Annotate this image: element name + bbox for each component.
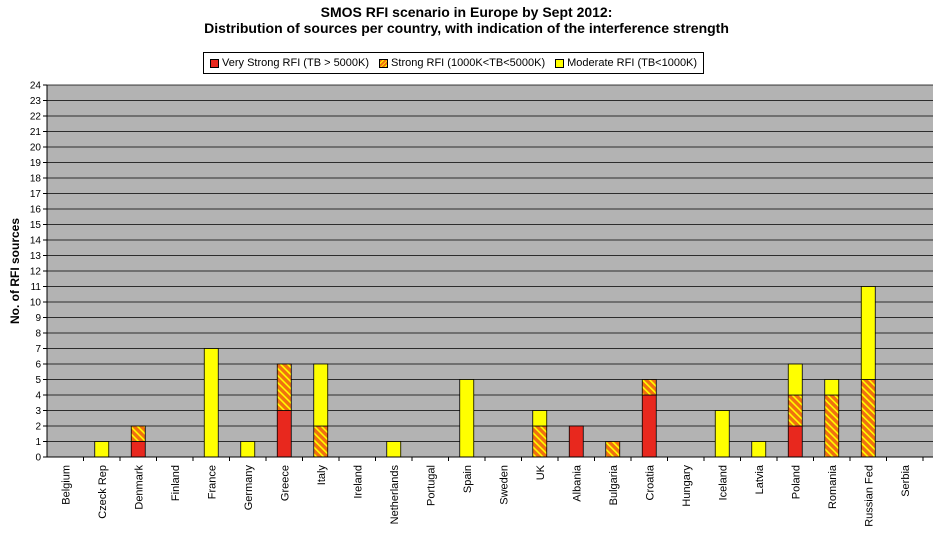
y-tick-label: 13: [30, 251, 42, 262]
bar-segment-moderate: [824, 379, 840, 396]
gridlines: [47, 84, 933, 458]
subtitle: Distribution of sources per country, wit…: [204, 20, 729, 36]
y-tick-label: 21: [30, 127, 42, 138]
bar-segment-moderate: [860, 286, 876, 380]
bar-segment-moderate: [386, 441, 402, 458]
bar-segment-very-strong: [276, 410, 292, 458]
x-tick-label: Sweden: [498, 465, 510, 505]
bar-segment-strong: [641, 379, 657, 396]
x-tick-label: Czeck Rep: [97, 465, 109, 519]
x-tick-label: Belgium: [60, 465, 72, 505]
y-tick-label: 14: [30, 236, 42, 247]
y-tick-label: 2: [35, 422, 41, 433]
y-tick-label: 15: [30, 220, 42, 231]
y-tick-label: 16: [30, 205, 42, 216]
bar-segment-moderate: [240, 441, 256, 458]
x-tick-label: Croatia: [644, 464, 656, 500]
bar-segment-moderate: [459, 379, 475, 458]
y-tick-label: 18: [30, 174, 42, 185]
bar-segment-very-strong: [641, 394, 657, 458]
chart-title: SMOS RFI scenario in Europe by Sept 2012…: [0, 4, 933, 36]
x-tick-label: Albania: [571, 464, 583, 502]
y-tick-label: 0: [35, 453, 41, 464]
legend-item-strong: Strong RFI (1000K<TB<5000K): [379, 57, 545, 69]
bar-segment-strong: [276, 363, 292, 411]
bar-segment-strong: [824, 394, 840, 458]
y-tick-label: 17: [30, 189, 42, 200]
bar-segment-moderate: [313, 363, 329, 427]
bar-segment-strong: [532, 425, 548, 458]
bar-segment-moderate: [203, 348, 219, 458]
x-tick-label: Latvia: [754, 464, 766, 494]
legend-item-very-strong: Very Strong RFI (TB > 5000K): [210, 57, 369, 69]
y-tick-label: 8: [35, 329, 41, 340]
x-tick-label: Denmark: [133, 465, 145, 510]
x-tick-label: France: [206, 465, 218, 499]
bar-segment-very-strong: [568, 425, 584, 458]
legend-swatch-very-strong: [210, 58, 219, 68]
x-tick-label: Bulgaria: [608, 464, 620, 505]
y-tick-label: 11: [31, 282, 42, 293]
legend-item-moderate: Moderate RFI (TB<1000K): [555, 57, 697, 69]
bar-segment-moderate: [751, 441, 767, 458]
y-tick-label: 20: [30, 143, 42, 154]
y-tick-label: 24: [30, 81, 42, 92]
bar-segment-very-strong: [130, 441, 146, 458]
bar-segment-strong: [605, 441, 621, 458]
x-tick-label: Greece: [279, 465, 291, 501]
y-tick-label: 9: [35, 313, 41, 324]
bar-segment-strong: [860, 379, 876, 458]
bar-segment-strong: [787, 394, 803, 427]
bar-segment-moderate: [787, 363, 803, 396]
legend-swatch-strong: [379, 58, 389, 68]
x-tick-label: Ireland: [352, 465, 364, 499]
x-tick-label: Portugal: [425, 465, 437, 506]
y-tick-label: 23: [30, 96, 42, 107]
bar-segment-very-strong: [787, 425, 803, 458]
x-tick-label: Serbia: [900, 464, 912, 497]
y-tick-label: 7: [35, 344, 41, 355]
bar-segment-moderate: [94, 441, 110, 458]
legend-label-strong: Strong RFI (1000K<TB<5000K): [391, 57, 546, 69]
x-tick-label: Iceland: [717, 465, 729, 500]
y-tick-label: 19: [30, 158, 42, 169]
y-tick-label: 22: [30, 112, 42, 123]
y-tick-label: 6: [35, 360, 41, 371]
x-tick-label: Hungary: [681, 465, 693, 507]
legend-label-moderate: Moderate RFI (TB<1000K): [567, 57, 698, 69]
title: SMOS RFI scenario in Europe by Sept 2012…: [320, 4, 613, 20]
y-axis-label: No. of RFI sources: [8, 218, 22, 324]
x-tick-label: Italy: [316, 465, 328, 486]
y-tick-label: 4: [35, 391, 41, 402]
y-tick-label: 5: [35, 375, 41, 386]
y-tick-label: 3: [35, 406, 41, 417]
bar-segment-moderate: [532, 410, 548, 427]
bar-segment-strong: [313, 425, 329, 458]
y-tick-label: 10: [30, 298, 42, 309]
y-tick-label: 1: [35, 437, 41, 448]
y-tick-label: 12: [30, 267, 42, 278]
x-tick-label: Poland: [790, 465, 802, 499]
legend-swatch-moderate: [555, 58, 565, 68]
x-tick-label: UK: [535, 464, 547, 480]
x-tick-label: Romania: [827, 464, 839, 509]
x-tick-label: Finland: [170, 465, 182, 501]
legend: Very Strong RFI (TB > 5000K) Strong RFI …: [203, 52, 705, 74]
x-tick-label: Spain: [462, 465, 474, 493]
x-tick-label: Germany: [243, 465, 255, 511]
x-tick-label: Russian Fed: [863, 465, 875, 527]
x-tick-label: Netherlands: [389, 465, 401, 525]
bar-segment-strong: [130, 425, 146, 442]
bar-segment-moderate: [714, 410, 730, 458]
x-axis-ticks: Belgium Czeck Rep Denmark Finland France Germ…: [60, 457, 924, 527]
legend-label-very-strong: Very Strong RFI (TB > 5000K): [222, 57, 370, 69]
